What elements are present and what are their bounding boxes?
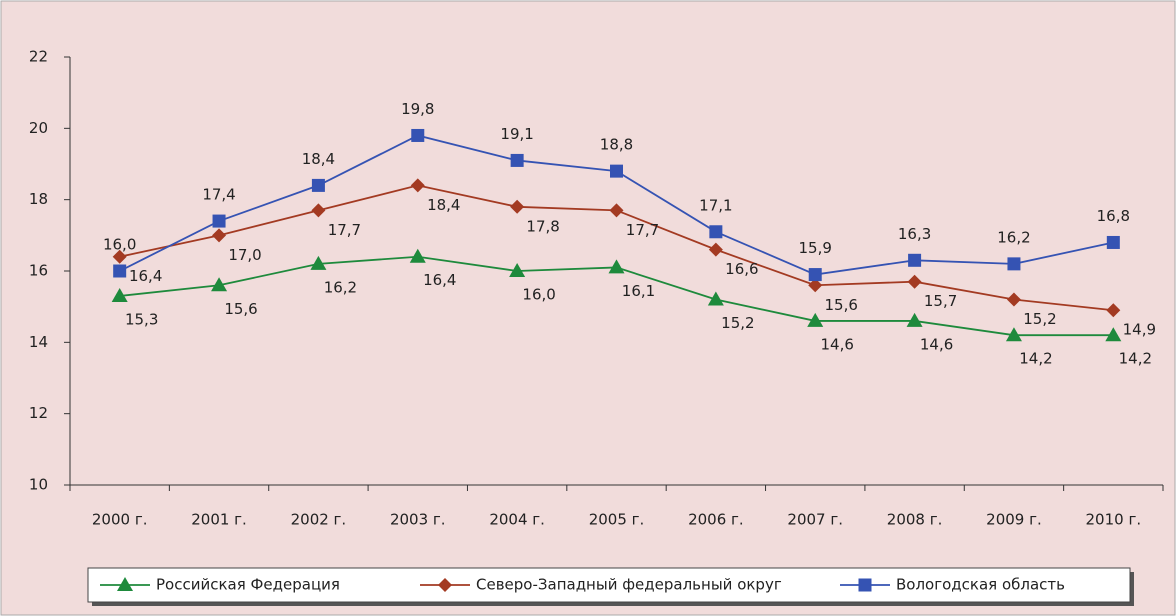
data-point <box>510 153 524 167</box>
x-tick-label: 2000 г. <box>92 511 148 529</box>
data-point <box>709 225 723 239</box>
data-point <box>1106 303 1121 318</box>
x-tick-label: 2004 г. <box>489 511 545 529</box>
data-label: 16,2 <box>997 228 1030 246</box>
data-label: 16,8 <box>1097 207 1130 225</box>
data-point <box>906 312 923 327</box>
x-tick-label: 2005 г. <box>589 511 645 529</box>
data-label: 14,2 <box>1019 350 1052 368</box>
data-point <box>610 164 623 178</box>
data-point <box>509 263 526 277</box>
data-point <box>311 203 326 218</box>
data-label: 16,4 <box>423 271 456 289</box>
y-tick-label: 10 <box>29 476 48 494</box>
data-point <box>1005 327 1022 342</box>
data-point <box>609 203 624 218</box>
legend-box <box>87 567 1131 603</box>
data-label: 15,6 <box>825 296 858 314</box>
y-tick-label: 14 <box>29 333 48 351</box>
data-label: 15,6 <box>224 300 257 318</box>
data-label: 19,1 <box>500 125 533 143</box>
y-tick-label: 20 <box>29 119 48 137</box>
legend-label: Северо-Западный федеральный округ <box>476 576 782 594</box>
y-tick-label: 16 <box>29 262 48 280</box>
data-point <box>212 214 226 228</box>
data-point <box>113 264 127 278</box>
data-point <box>1105 327 1122 342</box>
data-point <box>608 259 625 274</box>
data-point <box>311 178 325 192</box>
data-point <box>411 128 425 142</box>
data-label: 16,6 <box>725 260 758 278</box>
data-label: 17,4 <box>202 186 235 204</box>
data-point <box>707 291 724 306</box>
x-tick-label: 2008 г. <box>887 511 943 529</box>
data-point <box>907 274 922 289</box>
x-tick-label: 2006 г. <box>688 511 744 529</box>
data-label: 15,7 <box>924 292 957 310</box>
data-point <box>1106 235 1120 249</box>
data-label: 17,7 <box>626 221 659 239</box>
data-point <box>510 199 525 214</box>
data-label: 15,2 <box>1023 310 1056 328</box>
data-point <box>111 287 128 302</box>
data-point <box>310 255 327 270</box>
y-tick-label: 12 <box>29 404 48 422</box>
x-tick-label: 2001 г. <box>191 511 247 529</box>
data-label: 18,8 <box>600 136 633 154</box>
data-label: 19,8 <box>401 100 434 118</box>
data-point <box>212 228 227 243</box>
data-point <box>211 277 228 292</box>
data-label: 17,1 <box>699 196 732 214</box>
data-label: 16,4 <box>129 267 162 285</box>
data-point <box>908 253 922 267</box>
data-point <box>807 312 824 327</box>
data-label: 17,8 <box>526 217 559 235</box>
y-tick-label: 22 <box>29 48 48 66</box>
data-point <box>808 268 822 282</box>
data-label: 15,3 <box>125 310 158 328</box>
data-label: 16,3 <box>898 225 931 243</box>
data-label: 15,9 <box>799 239 832 257</box>
data-point <box>808 278 823 293</box>
x-tick-label: 2003 г. <box>390 511 446 529</box>
data-label: 18,4 <box>302 150 335 168</box>
data-label: 16,0 <box>522 286 555 304</box>
data-point <box>410 178 425 193</box>
legend-label: Российская Федерация <box>156 576 340 594</box>
x-tick-label: 2007 г. <box>787 511 843 529</box>
data-label: 16,2 <box>324 278 357 296</box>
legend-marker <box>858 578 872 592</box>
data-label: 14,9 <box>1123 321 1156 339</box>
data-label: 17,7 <box>328 221 361 239</box>
data-point <box>1006 292 1021 307</box>
data-label: 14,6 <box>821 335 854 353</box>
data-point <box>112 249 127 264</box>
x-tick-label: 2009 г. <box>986 511 1042 529</box>
legend-label: Вологодская область <box>896 576 1065 594</box>
x-tick-label: 2010 г. <box>1086 511 1142 529</box>
data-point <box>409 248 426 263</box>
data-label: 16,1 <box>622 282 655 300</box>
data-point <box>1007 257 1021 271</box>
legend-marker <box>438 578 452 592</box>
data-point <box>708 242 723 257</box>
x-tick-label: 2002 г. <box>291 511 347 529</box>
y-tick-label: 18 <box>29 190 48 208</box>
data-label: 16,0 <box>103 236 136 254</box>
data-label: 14,2 <box>1119 350 1152 368</box>
data-label: 14,6 <box>920 335 953 353</box>
data-label: 17,0 <box>228 246 261 264</box>
legend-marker <box>117 577 133 591</box>
data-label: 18,4 <box>427 196 460 214</box>
data-label: 15,2 <box>721 314 754 332</box>
